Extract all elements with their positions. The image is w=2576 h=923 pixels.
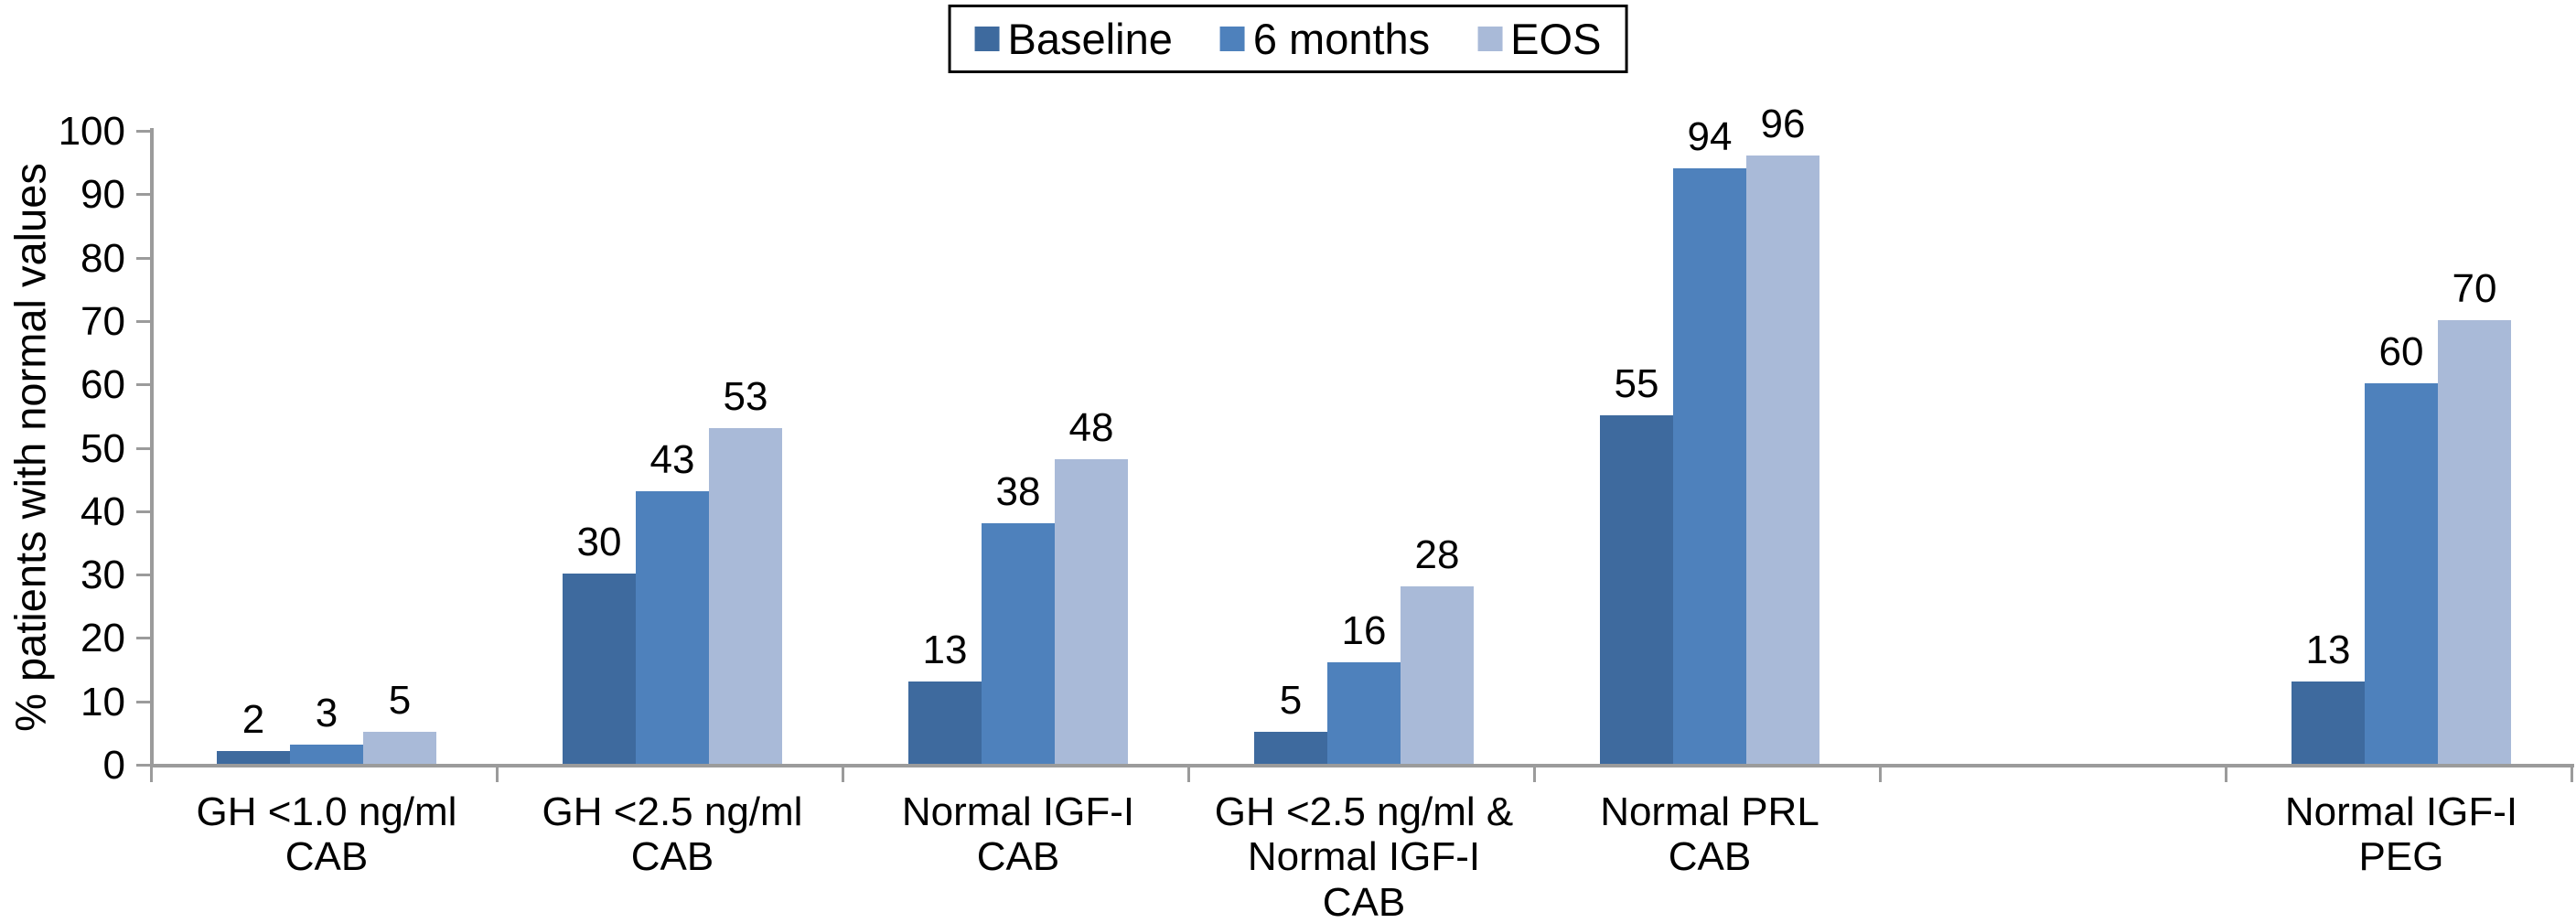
legend-label-baseline: Baseline [1007,15,1173,63]
legend-label-eos: EOS [1510,15,1602,63]
bar-value-label-baseline-0: 2 [242,697,265,743]
category-label-normal-igf-i-peg: Normal IGF-I PEG [2284,789,2518,880]
legend: Baseline 6 months EOS [948,5,1628,73]
y-tick [136,130,150,133]
x-tick [496,767,499,782]
bar-value-label-6-months-4: 94 [1687,113,1733,159]
y-tick [136,764,150,767]
bar-value-label-eos-2: 48 [1068,405,1114,451]
bar-value-label-6-months-0: 3 [315,691,338,736]
legend-swatch-baseline [974,27,1000,51]
y-tick-label: 100 [58,109,125,154]
bar-6-months-0 [290,745,363,764]
y-tick-label: 90 [80,172,125,218]
bar-value-label-eos-4: 96 [1760,101,1806,146]
bar-value-label-baseline-6: 13 [2305,627,2351,672]
category-label-gh-2-5-ng-ml-normal-igf-i-cab: GH <2.5 ng/ml & Normal IGF-I CAB [1214,789,1514,923]
y-tick [136,700,150,703]
y-tick [136,383,150,387]
bar-value-label-baseline-4: 55 [1614,360,1659,406]
bar-value-label-6-months-1: 43 [649,437,695,482]
y-tick [136,637,150,640]
x-tick [2225,767,2227,782]
bar-value-label-baseline-1: 30 [576,520,622,565]
category-label-normal-igf-i-cab: Normal IGF-I CAB [901,789,1135,880]
x-tick [842,767,844,782]
category-label-gh-1-0-ng-ml-cab: GH <1.0 ng/ml CAB [196,789,457,880]
y-tick [136,256,150,260]
bar-baseline-4 [1600,414,1673,764]
bar-eos-6 [2438,319,2511,764]
x-tick [150,767,153,782]
bar-6-months-2 [982,522,1055,764]
y-tick [136,574,150,577]
bar-value-label-eos-1: 53 [723,373,768,419]
x-tick [1879,767,1882,782]
y-tick-label: 20 [80,616,125,661]
bar-value-label-eos-0: 5 [388,678,412,724]
category-label-normal-prl-cab: Normal PRL CAB [1600,789,1819,880]
y-tick [136,446,150,450]
y-tick-label: 30 [80,553,125,598]
bar-eos-0 [363,732,436,764]
bar-6-months-4 [1673,167,1746,764]
legend-item-baseline: Baseline [974,15,1173,63]
legend-swatch-eos [1477,27,1503,51]
y-tick-label: 60 [80,362,125,408]
bar-value-label-baseline-3: 5 [1279,678,1303,724]
y-tick [136,319,150,323]
y-tick-label: 80 [80,235,125,281]
legend-swatch-6-months [1219,27,1245,51]
y-tick-label: 50 [80,425,125,471]
bar-baseline-0 [217,751,290,764]
bar-baseline-1 [563,574,636,764]
bar-baseline-2 [908,681,982,764]
y-tick-label: 40 [80,488,125,534]
bar-6-months-6 [2365,383,2438,764]
legend-label-6-months: 6 months [1252,15,1431,63]
bar-eos-2 [1055,459,1128,764]
bar-eos-4 [1746,155,1819,764]
y-tick-label: 10 [80,679,125,724]
category-label-gh-2-5-ng-ml-cab: GH <2.5 ng/ml CAB [542,789,803,880]
y-tick [136,510,150,513]
x-tick [1533,767,1536,782]
bar-baseline-6 [2292,681,2365,764]
y-tick [136,193,150,197]
bar-value-label-6-months-6: 60 [2378,329,2424,375]
y-tick-label: 70 [80,298,125,344]
bar-value-label-6-months-3: 16 [1341,608,1387,654]
x-tick [1187,767,1190,782]
legend-item-eos: EOS [1477,17,1601,60]
y-tick-label: 0 [102,743,125,788]
bar-value-label-eos-6: 70 [2452,265,2497,311]
bar-eos-1 [709,427,782,764]
bar-eos-3 [1401,585,1474,764]
x-axis-line [150,764,2574,767]
x-tick [2571,767,2573,782]
bar-value-label-6-months-2: 38 [995,468,1041,514]
bar-6-months-1 [636,491,709,764]
legend-item-6-months: 6 months [1219,15,1431,63]
bar-baseline-3 [1254,732,1327,764]
y-axis-line [150,128,154,766]
bar-value-label-baseline-2: 13 [922,627,968,672]
bar-6-months-3 [1327,662,1401,764]
bar-value-label-eos-3: 28 [1414,531,1460,577]
